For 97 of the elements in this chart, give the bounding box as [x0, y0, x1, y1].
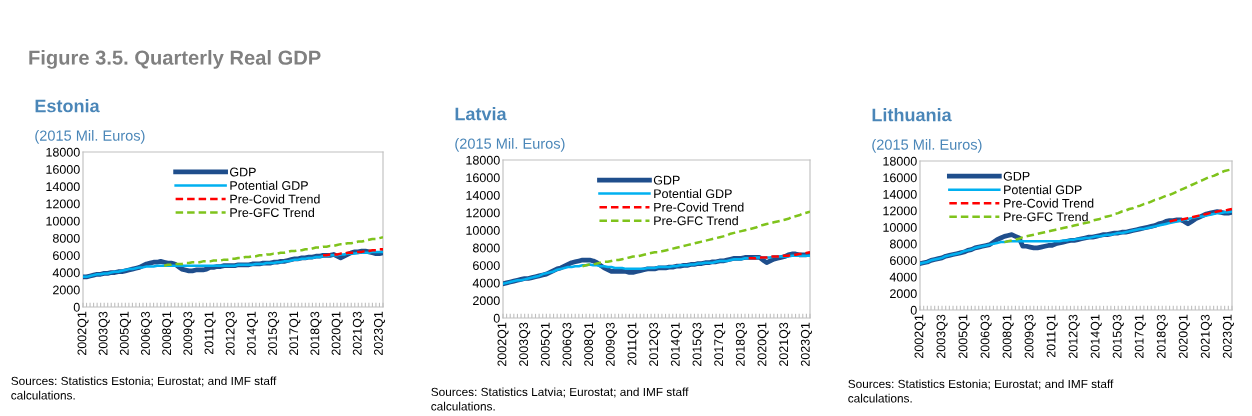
legend-label: GDP — [653, 175, 680, 185]
chart-subtitle: (2015 Mil. Euros) — [872, 139, 982, 153]
x-tick-label: 2009Q3 — [183, 311, 195, 356]
x-tick-label: 2006Q3 — [562, 322, 574, 367]
x-tick-label: 2018Q3 — [735, 322, 747, 367]
legend-label: Pre-GFC Trend — [230, 207, 315, 218]
y-tick-label: 12000 — [883, 206, 917, 216]
y-tick-label: 6000 — [473, 261, 500, 270]
y-tick-label: 18000 — [466, 155, 500, 165]
y-tick-label: 10000 — [883, 223, 917, 232]
x-tick-label: 2005Q1 — [958, 314, 970, 359]
x-tick-label: 2023Q1 — [1222, 314, 1234, 359]
x-tick-label: 2011Q1 — [627, 322, 639, 366]
y-tick-label: 8000 — [889, 239, 917, 249]
y-tick-label: 4000 — [889, 272, 917, 282]
chart-title: Lithuania — [872, 108, 952, 122]
legend-label: GDP — [230, 167, 256, 177]
x-tick-label: 2012Q3 — [649, 322, 661, 367]
x-tick-label: 2008Q1 — [1002, 314, 1014, 359]
y-tick-label: 4000 — [52, 268, 80, 278]
x-tick-label: 2002Q1 — [497, 322, 509, 367]
caption: Figure 3.5. Quarterly Real GDP — [29, 50, 321, 69]
x-tick-label: 2023Q1 — [800, 322, 812, 367]
x-tick-label: 2008Q1 — [162, 311, 174, 356]
x-tick-label: 2021Q3 — [779, 322, 791, 367]
x-tick-label: 2018Q3 — [310, 311, 322, 356]
x-tick-label: 2017Q1 — [1134, 314, 1146, 359]
y-tick-label: 14000 — [466, 190, 500, 200]
x-tick-label: 2018Q3 — [1156, 314, 1168, 359]
y-tick-label: 10000 — [46, 216, 80, 226]
x-tick-label: 2020Q1 — [757, 322, 769, 367]
y-tick-label: 8000 — [472, 243, 500, 253]
chart-title: Estonia — [35, 99, 100, 113]
y-tick-label: 12000 — [466, 208, 500, 218]
y-tick-label: 8000 — [52, 233, 80, 243]
x-tick-label: 2020Q1 — [1178, 314, 1190, 359]
x-tick-label: 2015Q3 — [268, 311, 280, 356]
x-tick-label: 2002Q1 — [77, 311, 89, 356]
x-tick-label: 2003Q3 — [98, 311, 110, 356]
y-tick-label: 14000 — [883, 189, 917, 199]
chart-title: Latvia — [455, 107, 507, 121]
x-tick-label: 2008Q1 — [584, 322, 596, 367]
source-note: Sources: Statistics Latvia; Eurostat; and IMF staff calculations. — [431, 387, 689, 411]
x-tick-label: 2014Q1 — [1090, 314, 1102, 359]
y-tick-label: 18000 — [46, 147, 80, 157]
y-tick-label: 6000 — [890, 256, 917, 265]
x-tick-label: 2003Q3 — [519, 322, 531, 367]
x-tick-label: 2015Q3 — [692, 322, 704, 367]
legend-label: Pre-Covid Trend — [1004, 198, 1094, 208]
x-tick-label: 2012Q3 — [1068, 314, 1080, 359]
y-tick-label: 18000 — [883, 156, 917, 166]
y-tick-label: 0 — [73, 302, 80, 312]
y-tick-label: 0 — [493, 313, 500, 323]
x-tick-label: 2014Q1 — [670, 322, 682, 367]
legend-label: Pre-GFC Trend — [1004, 212, 1088, 222]
source-note: Sources: Statistics Estonia; Eurostat; and IMF staff calculations. — [11, 376, 277, 400]
x-tick-label: 2021Q3 — [352, 311, 364, 356]
y-tick-label: 16000 — [46, 165, 80, 174]
legend-label: Pre-GFC Trend — [654, 215, 738, 226]
y-tick-label: 0 — [910, 305, 917, 315]
x-tick-label: 2012Q3 — [225, 311, 237, 356]
x-tick-label: 2017Q1 — [714, 322, 726, 367]
y-tick-label: 4000 — [472, 278, 500, 288]
x-tick-label: 2003Q3 — [936, 314, 948, 359]
x-tick-label: 2002Q1 — [914, 314, 926, 359]
x-tick-label: 2005Q1 — [119, 311, 131, 356]
y-tick-label: 10000 — [466, 226, 500, 235]
x-tick-label: 2006Q3 — [141, 311, 153, 356]
legend-label: Potential GDP — [1004, 185, 1082, 195]
legend-label: GDP — [1003, 171, 1030, 181]
legend-label: Potential GDP — [230, 180, 308, 190]
x-tick-label: 2017Q1 — [289, 311, 301, 356]
legend-label: Potential GDP — [654, 188, 732, 199]
x-tick-label: 2011Q1 — [1046, 314, 1058, 358]
y-tick-label: 12000 — [46, 199, 80, 209]
x-tick-label: 2014Q1 — [246, 311, 259, 356]
x-tick-label: 2020Q1 — [331, 311, 343, 356]
y-tick-label: 2000 — [53, 285, 80, 295]
x-tick-label: 2009Q3 — [1024, 314, 1036, 359]
chart-subtitle: (2015 Mil. Euros) — [35, 130, 145, 144]
y-tick-label: 2000 — [890, 289, 917, 299]
chart-subtitle: (2015 Mil. Euros) — [455, 138, 565, 152]
y-tick-label: 16000 — [883, 173, 917, 183]
legend-label: Pre-Covid Trend — [230, 194, 320, 204]
x-tick-label: 2005Q1 — [540, 322, 552, 367]
source-note: Sources: Statistics Estonia; Eurostat; and IMF staff calculations. — [848, 379, 1114, 403]
y-tick-label: 14000 — [46, 182, 80, 192]
legend-label: Pre-Covid Trend — [654, 202, 744, 212]
x-tick-label: 2023Q1 — [373, 311, 386, 356]
x-tick-label: 2009Q3 — [605, 322, 617, 367]
x-tick-label: 2006Q3 — [980, 314, 992, 359]
x-tick-label: 2021Q3 — [1200, 314, 1212, 359]
y-tick-label: 6000 — [53, 251, 80, 260]
y-tick-label: 16000 — [466, 173, 500, 183]
x-tick-label: 2015Q3 — [1112, 314, 1124, 359]
y-tick-label: 2000 — [473, 296, 500, 306]
x-tick-label: 2011Q1 — [204, 311, 216, 355]
